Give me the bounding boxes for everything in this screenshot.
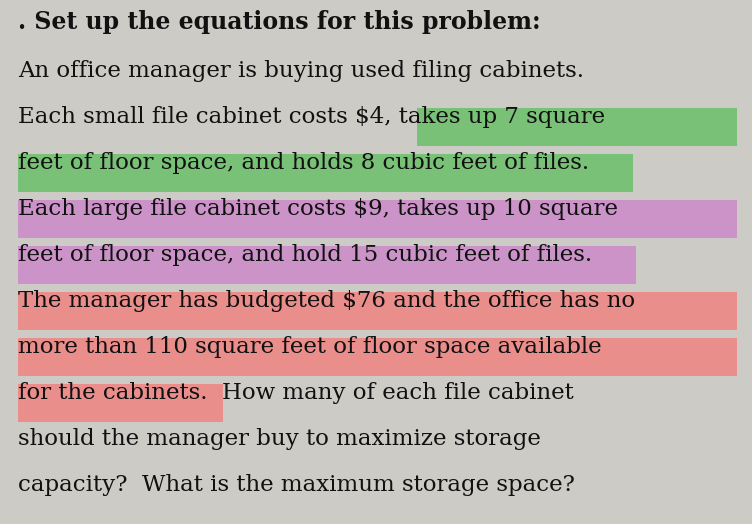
- Bar: [18, 200, 737, 238]
- Text: more than 110 square feet of floor space available: more than 110 square feet of floor space…: [18, 336, 602, 358]
- Bar: [18, 246, 636, 284]
- Text: . Set up the equations for this problem:: . Set up the equations for this problem:: [18, 10, 541, 34]
- Text: feet of floor space, and hold 15 cubic feet of files.: feet of floor space, and hold 15 cubic f…: [18, 244, 592, 266]
- Text: should the manager buy to maximize storage: should the manager buy to maximize stora…: [18, 428, 541, 450]
- Text: Each large file cabinet costs $9, takes up 10 square: Each large file cabinet costs $9, takes …: [18, 198, 618, 220]
- Text: for the cabinets.  How many of each file cabinet: for the cabinets. How many of each file …: [18, 382, 574, 404]
- Text: An office manager is buying used filing cabinets.: An office manager is buying used filing …: [18, 60, 584, 82]
- Bar: [18, 384, 223, 422]
- Bar: [417, 108, 737, 146]
- Bar: [18, 292, 737, 330]
- Text: capacity?  What is the maximum storage space?: capacity? What is the maximum storage sp…: [18, 474, 575, 496]
- Text: feet of floor space, and holds 8 cubic feet of files.: feet of floor space, and holds 8 cubic f…: [18, 152, 589, 174]
- Text: The manager has budgeted $76 and the office has no: The manager has budgeted $76 and the off…: [18, 290, 635, 312]
- Text: Each small file cabinet costs $4, takes up 7 square: Each small file cabinet costs $4, takes …: [18, 106, 605, 128]
- Bar: [18, 154, 632, 192]
- Bar: [18, 339, 737, 376]
